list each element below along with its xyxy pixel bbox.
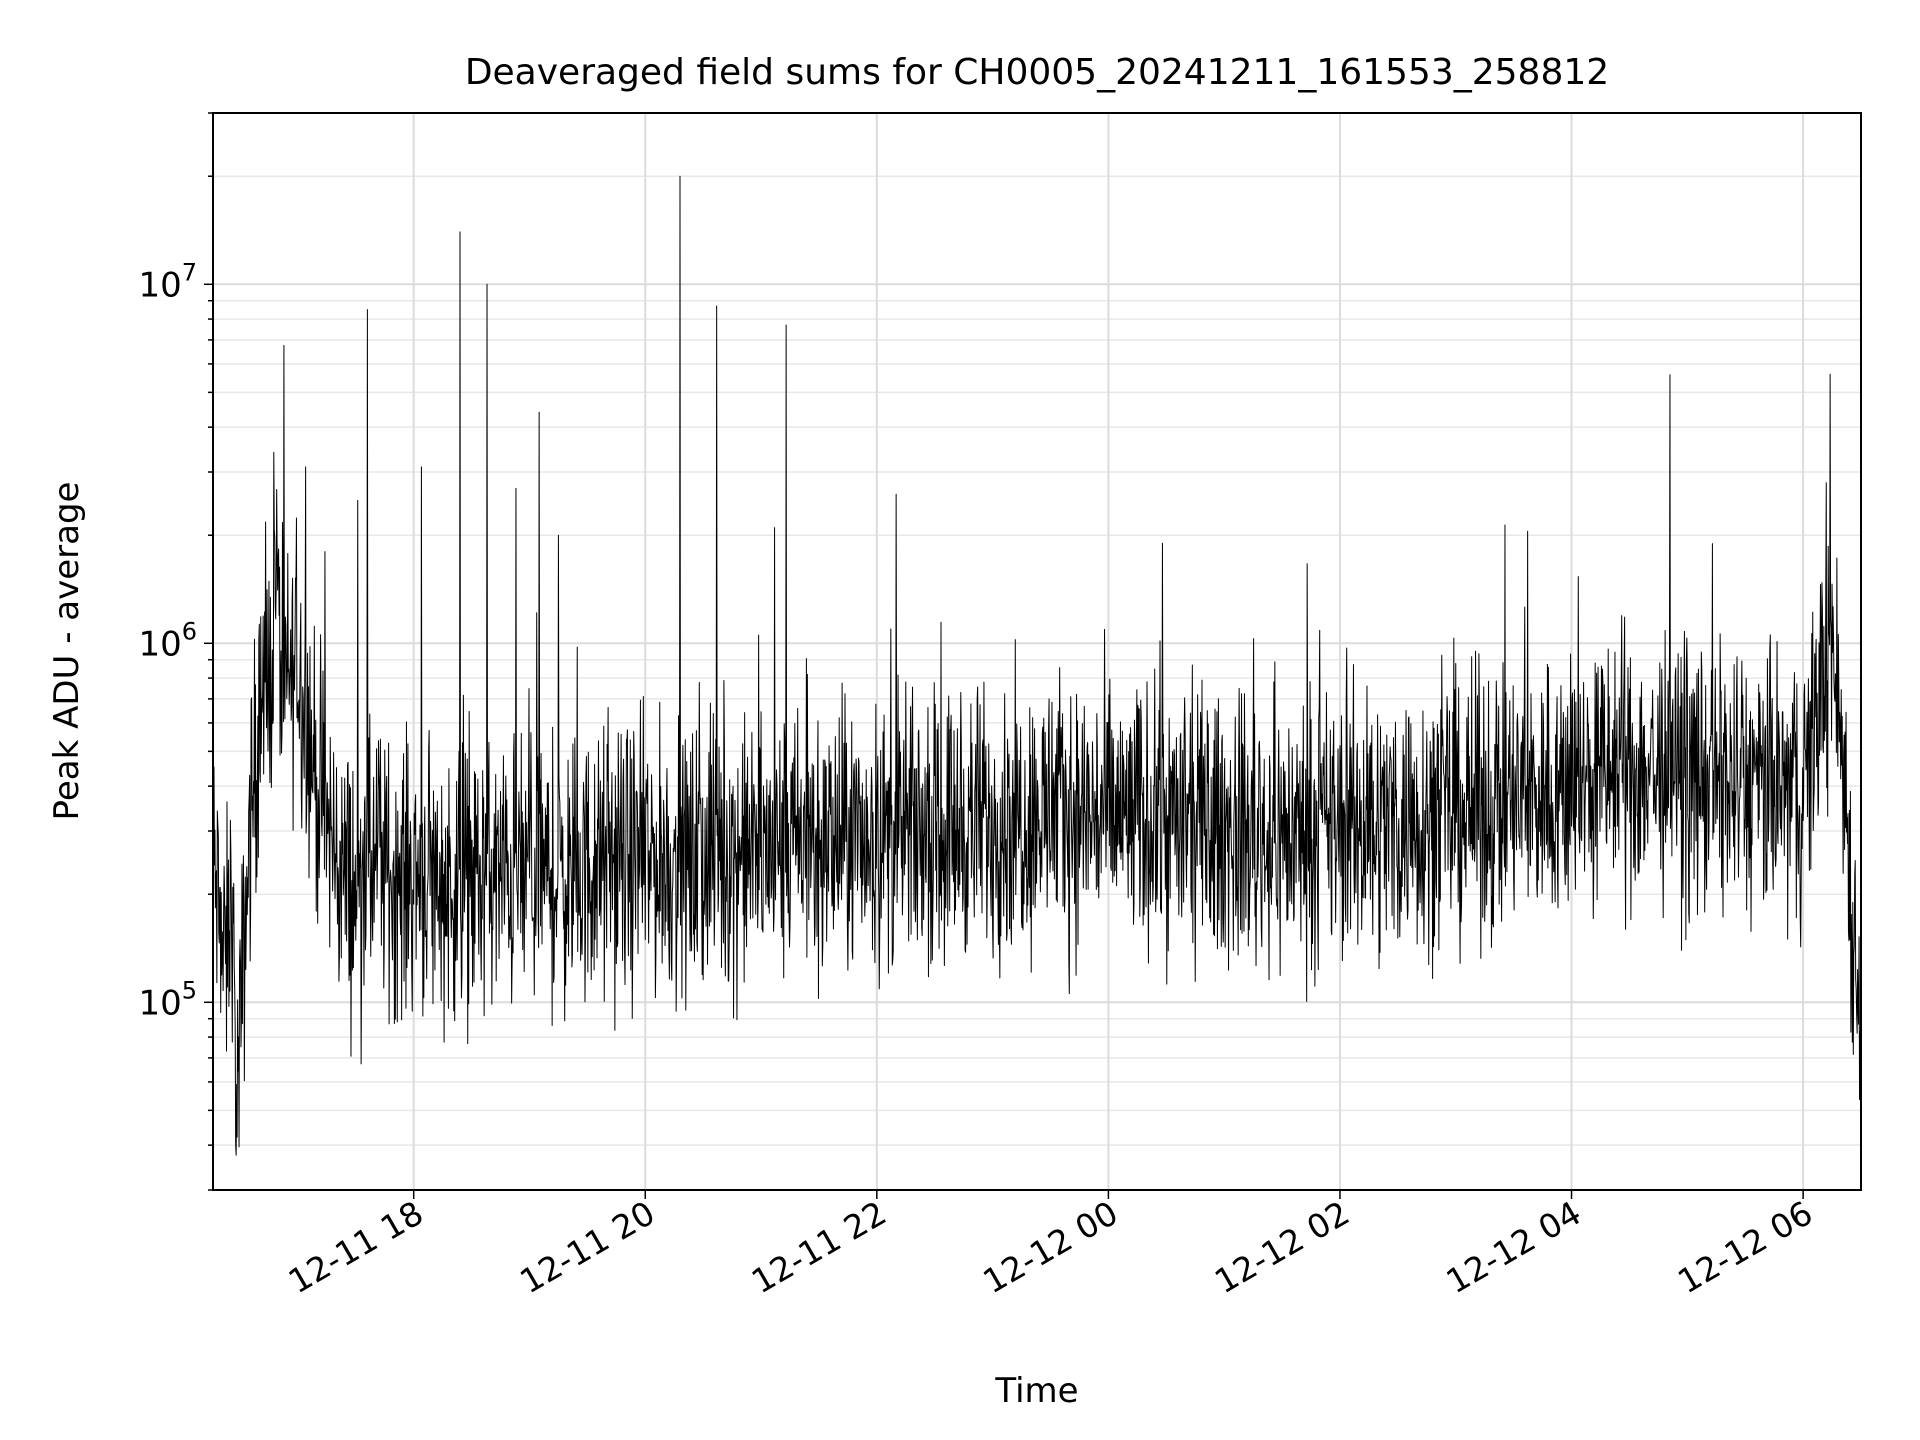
x-axis-label: Time <box>994 1371 1078 1411</box>
chart-title: Deaveraged field sums for CH0005_2024121… <box>465 52 1609 93</box>
y-tick-label: 107 <box>138 258 197 305</box>
plot-area <box>212 175 1862 1156</box>
plot-frame <box>212 112 1862 1191</box>
y-tick-label: 106 <box>138 617 197 664</box>
y-axis-label: Peak ADU - average <box>47 482 87 821</box>
y-tick-label: 105 <box>138 976 197 1023</box>
y-axis: 105 106 107 <box>138 112 213 1191</box>
series-line <box>212 175 1862 1156</box>
